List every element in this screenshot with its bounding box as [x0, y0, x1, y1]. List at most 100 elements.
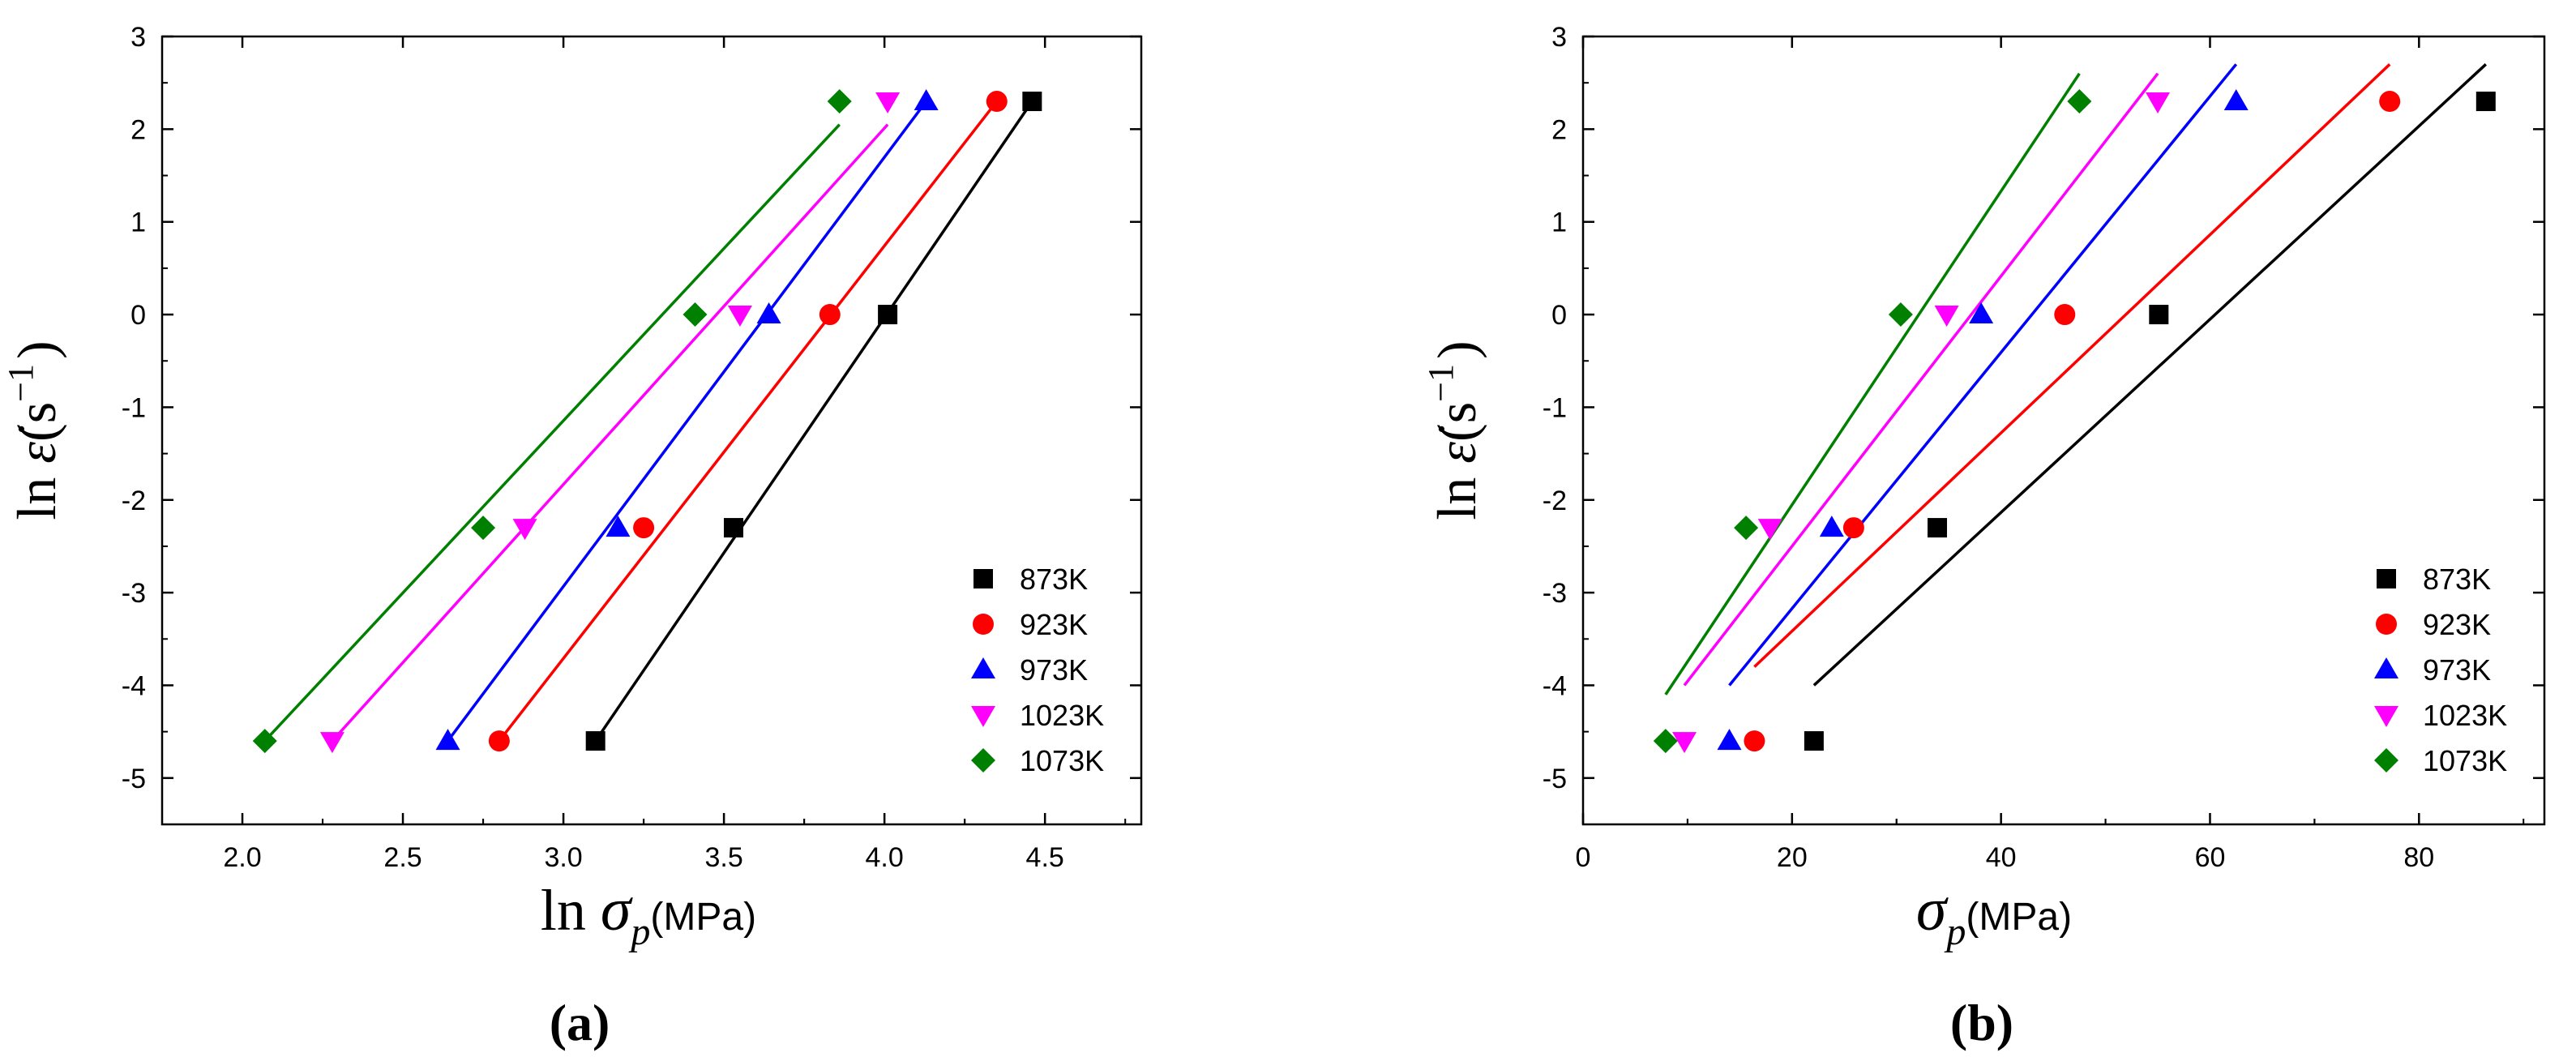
x-tick-label: 2.5 [383, 842, 421, 873]
legend-label: 873K [1020, 563, 1088, 596]
fit-line-973K [1728, 63, 2238, 687]
legend-marker-923K [973, 614, 994, 635]
data-point-973K [1969, 302, 1994, 324]
data-point-973K [914, 89, 939, 111]
y-tick-label: -2 [122, 486, 146, 516]
y-tick-label: 3 [131, 22, 146, 53]
y-label-close: ) [1426, 340, 1487, 359]
data-point-923K [986, 91, 1008, 113]
y-label-exponent: −1 [1421, 364, 1461, 402]
data-point-1023K [2146, 92, 2171, 114]
y-tick-label: -4 [122, 670, 146, 701]
legend-marker-923K [2376, 614, 2397, 635]
fit-line-1073K [1664, 72, 2081, 695]
fit-line-923K [498, 100, 999, 742]
x-label-symbol: σ [601, 875, 633, 944]
data-point-873K [585, 731, 605, 751]
data-point-873K [2149, 305, 2169, 325]
data-point-973K [1819, 516, 1844, 537]
legend-label: 873K [2423, 563, 2491, 596]
data-point-1023K [1934, 306, 1959, 327]
legend-label: 1023K [2423, 699, 2507, 732]
data-point-1023K [1757, 519, 1782, 541]
y-tick-label: 1 [131, 208, 146, 238]
y-label-unit: (s [6, 402, 67, 442]
x-axis-label: σp(MPa) [1916, 875, 2072, 953]
y-tick-label: -5 [1543, 764, 1567, 794]
legend-marker-973K [2374, 657, 2398, 678]
y-tick-label: 2 [131, 114, 146, 145]
x-tick-label: 80 [2403, 842, 2434, 873]
x-tick-label: 4.5 [1026, 842, 1064, 873]
y-tick-label: 2 [1551, 114, 1567, 145]
fit-line-873K [594, 101, 1033, 742]
data-point-873K [1022, 92, 1042, 112]
y-axis-label: ln ε̇(s−1) [1, 340, 67, 520]
y-label-unit: (s [1426, 402, 1487, 442]
legend-label: 973K [2423, 653, 2491, 687]
y-tick-label: -3 [1543, 578, 1567, 609]
data-point-923K [1842, 517, 1864, 539]
x-label-subscript: p [1944, 910, 1966, 953]
fit-line-1073K [263, 123, 841, 742]
y-label-prefix: ln [6, 464, 67, 520]
fit-line-1023K [331, 123, 889, 742]
data-point-973K [605, 516, 631, 537]
y-axis-label: ln ε̇(s−1) [1421, 340, 1487, 520]
x-label-symbol: σ [1916, 875, 1949, 944]
fit-line-973K [447, 100, 928, 742]
data-point-1073K [827, 89, 852, 114]
chart-panel-a: 2.0 2.5 3.0 3.5 4.0 4.5 -5 -4 -3 -2 -1 0 1 2 3 873K 923K… [1, 22, 1143, 1051]
data-point-923K [2054, 304, 2076, 326]
data-point-1073K [683, 302, 708, 327]
data-point-923K [488, 730, 510, 752]
data-point-973K [1717, 729, 1742, 751]
x-tick-label: 40 [1986, 842, 2017, 873]
legend-label: 923K [1020, 608, 1088, 641]
y-tick-label: -2 [1543, 486, 1567, 516]
data-point-1073K [1734, 516, 1759, 541]
y-label-close: ) [6, 340, 67, 359]
y-label-exponent: −1 [1, 364, 41, 402]
fit-line-923K [1753, 63, 2391, 668]
legend-marker-873K [2377, 569, 2396, 588]
x-tick-label: 0 [1576, 842, 1591, 873]
data-point-1023K [727, 306, 752, 327]
legend-marker-973K [971, 657, 995, 678]
x-label-prefix: ln [541, 878, 601, 943]
data-point-1023K [875, 92, 901, 114]
y-tick-label: -1 [122, 392, 146, 423]
x-tick-label: 3.0 [544, 842, 582, 873]
plot-frame [160, 35, 1143, 826]
data-point-923K [2379, 91, 2401, 113]
legend: 873K 923K 973K 1023K 1073K [2374, 563, 2507, 777]
data-point-1073K [1653, 729, 1678, 754]
y-tick-label: -4 [1543, 670, 1567, 701]
data-point-1073K [1888, 302, 1913, 327]
legend: 873K 923K 973K 1023K 1073K [971, 563, 1104, 777]
data-point-1023K [1672, 732, 1697, 754]
data-point-973K [2223, 89, 2249, 111]
plot-frame [1581, 35, 2546, 826]
legend-label: 923K [2423, 608, 2491, 641]
data-point-873K [1804, 731, 1824, 751]
panel-label: (a) [550, 994, 610, 1051]
x-tick-label: 3.5 [704, 842, 742, 873]
data-point-973K [756, 302, 781, 324]
data-point-873K [1928, 518, 1948, 538]
data-point-1073K [2067, 89, 2092, 114]
y-tick-label: -1 [1543, 392, 1567, 423]
data-point-1073K [252, 729, 277, 754]
legend-label: 1023K [1020, 699, 1104, 732]
data-point-973K [435, 729, 460, 751]
x-label-subscript: p [628, 910, 650, 953]
y-tick-label: -3 [122, 578, 146, 609]
panel-label: (b) [1950, 994, 2013, 1051]
data-point-873K [878, 305, 898, 325]
data-point-923K [819, 304, 841, 326]
y-tick-label: 0 [1551, 300, 1567, 331]
x-tick-label: 4.0 [866, 842, 904, 873]
data-point-923K [1744, 730, 1765, 752]
legend-marker-873K [973, 569, 993, 588]
